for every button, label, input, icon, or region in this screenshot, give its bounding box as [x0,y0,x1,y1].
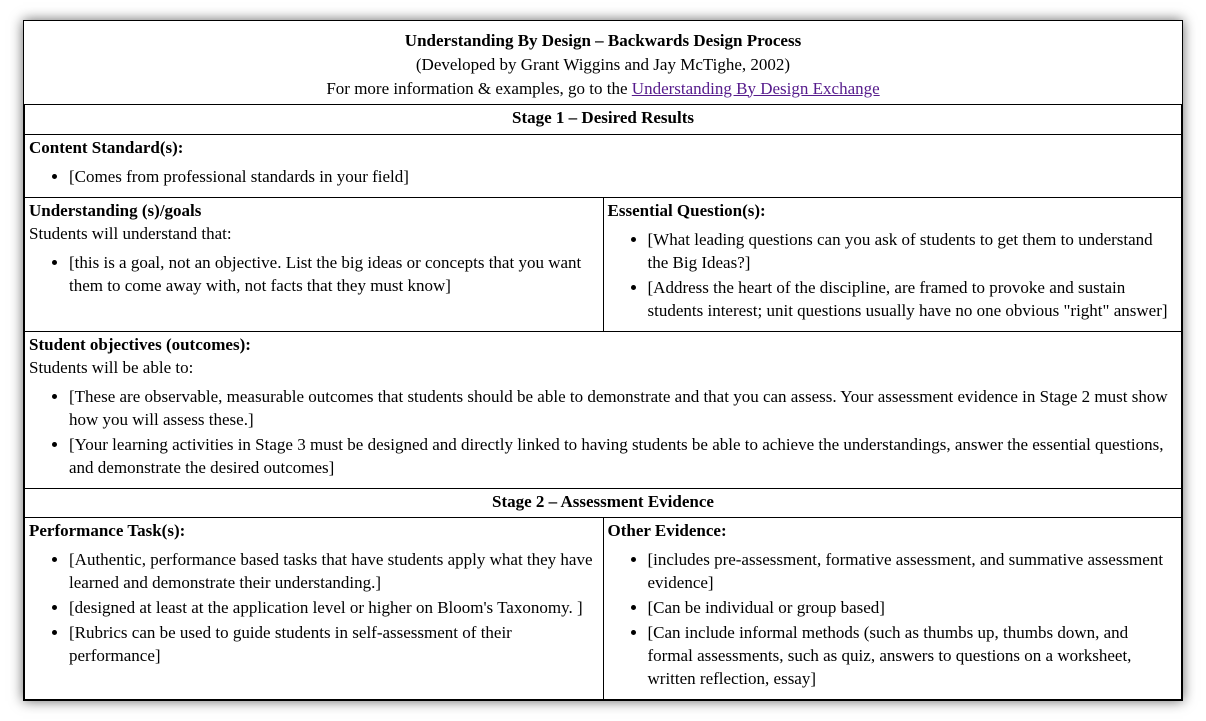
performance-tasks-item: [Authentic, performance based tasks that… [69,549,599,595]
understanding-cell: Understanding (s)/goals Students will un… [25,198,604,332]
more-info-text: For more information & examples, go to t… [326,79,631,98]
other-evidence-item: [includes pre-assessment, formative asse… [648,549,1178,595]
understanding-item: [this is a goal, not an objective. List … [69,252,599,298]
other-evidence-heading: Other Evidence: [608,521,727,540]
ubd-table: Stage 1 – Desired Results Content Standa… [24,104,1182,700]
objectives-intro: Students will be able to: [29,358,193,377]
content-standards-item: [Comes from professional standards in yo… [69,166,1177,189]
objectives-item: [Your learning activities in Stage 3 mus… [69,434,1177,480]
essential-questions-heading: Essential Question(s): [608,201,766,220]
content-standards-heading: Content Standard(s): [29,138,183,157]
stage2-header: Stage 2 – Assessment Evidence [25,488,1182,518]
objectives-cell: Student objectives (outcomes): Students … [25,331,1182,488]
understanding-heading: Understanding (s)/goals [29,201,201,220]
essential-questions-item: [What leading questions can you ask of s… [648,229,1178,275]
essential-questions-cell: Essential Question(s): [What leading que… [603,198,1182,332]
objectives-heading: Student objectives (outcomes): [29,335,251,354]
document-header: Understanding By Design – Backwards Desi… [24,29,1182,104]
other-evidence-item: [Can be individual or group based] [648,597,1178,620]
objectives-item: [These are observable, measurable outcom… [69,386,1177,432]
document-subtitle: (Developed by Grant Wiggins and Jay McTi… [32,53,1174,77]
document-title: Understanding By Design – Backwards Desi… [32,29,1174,53]
essential-questions-item: [Address the heart of the discipline, ar… [648,277,1178,323]
other-evidence-item: [Can include informal methods (such as t… [648,622,1178,691]
understanding-intro: Students will understand that: [29,224,232,243]
content-standards-cell: Content Standard(s): [Comes from profess… [25,135,1182,198]
performance-tasks-heading: Performance Task(s): [29,521,185,540]
ubd-document: Understanding By Design – Backwards Desi… [23,20,1183,701]
stage1-header: Stage 1 – Desired Results [25,105,1182,135]
performance-tasks-cell: Performance Task(s): [Authentic, perform… [25,518,604,700]
other-evidence-cell: Other Evidence: [includes pre-assessment… [603,518,1182,700]
document-more-info: For more information & examples, go to t… [32,77,1174,101]
performance-tasks-item: [Rubrics can be used to guide students i… [69,622,599,668]
performance-tasks-item: [designed at least at the application le… [69,597,599,620]
ubd-exchange-link[interactable]: Understanding By Design Exchange [632,79,880,98]
